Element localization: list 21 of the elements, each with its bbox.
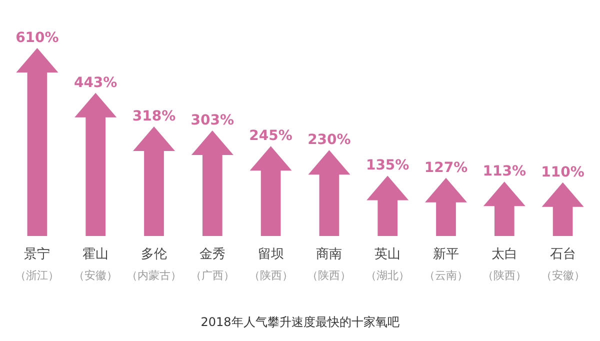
x-tick-label: 留坝（陕西） [248, 247, 293, 282]
data-label: 127% [424, 160, 468, 176]
data-label: 110% [541, 164, 584, 180]
data-label: 610% [16, 30, 59, 46]
text: 2018年人气攀升速度最快的十家氧吧 [200, 315, 400, 329]
x-tick-label: 霍山（安徽） [74, 247, 118, 282]
x-tick-label: 英山（湖北） [366, 247, 410, 282]
x-tick-label: 新平（云南） [424, 247, 468, 282]
data-label: 303% [190, 112, 234, 129]
x-tick-label: 太白（陕西） [482, 247, 526, 282]
data-label: 230% [308, 132, 351, 148]
x-tick-label: 金秀（广西） [190, 247, 234, 282]
x-tick-label: 景宁（浙江） [15, 246, 60, 282]
x-tick-label: 多伦（内蒙古） [126, 247, 182, 282]
x-tick-label: 商南（陕西） [307, 247, 352, 282]
data-label: 113% [482, 164, 526, 180]
x-tick-label: 石台（安徽） [540, 247, 585, 282]
data-label: 318% [132, 108, 176, 125]
data-label: 135% [366, 158, 410, 174]
data-label: 245% [249, 128, 292, 144]
data-label: 443% [74, 74, 118, 91]
